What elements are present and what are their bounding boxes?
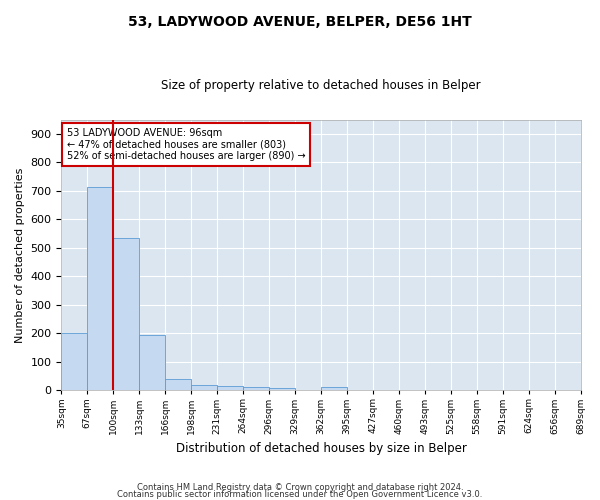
Bar	[243, 388, 269, 390]
Bar	[217, 386, 243, 390]
X-axis label: Distribution of detached houses by size in Belper: Distribution of detached houses by size …	[176, 442, 466, 455]
Text: Contains HM Land Registry data © Crown copyright and database right 2024.: Contains HM Land Registry data © Crown c…	[137, 484, 463, 492]
Title: Size of property relative to detached houses in Belper: Size of property relative to detached ho…	[161, 79, 481, 92]
Bar	[191, 385, 217, 390]
Bar	[321, 388, 347, 390]
Bar	[269, 388, 295, 390]
Bar	[113, 238, 139, 390]
Bar	[88, 186, 113, 390]
Text: 53, LADYWOOD AVENUE, BELPER, DE56 1HT: 53, LADYWOOD AVENUE, BELPER, DE56 1HT	[128, 15, 472, 29]
Text: 53 LADYWOOD AVENUE: 96sqm
← 47% of detached houses are smaller (803)
52% of semi: 53 LADYWOOD AVENUE: 96sqm ← 47% of detac…	[67, 128, 305, 161]
Bar	[61, 334, 88, 390]
Bar	[165, 379, 191, 390]
Y-axis label: Number of detached properties: Number of detached properties	[15, 168, 25, 342]
Bar	[139, 336, 165, 390]
Text: Contains public sector information licensed under the Open Government Licence v3: Contains public sector information licen…	[118, 490, 482, 499]
